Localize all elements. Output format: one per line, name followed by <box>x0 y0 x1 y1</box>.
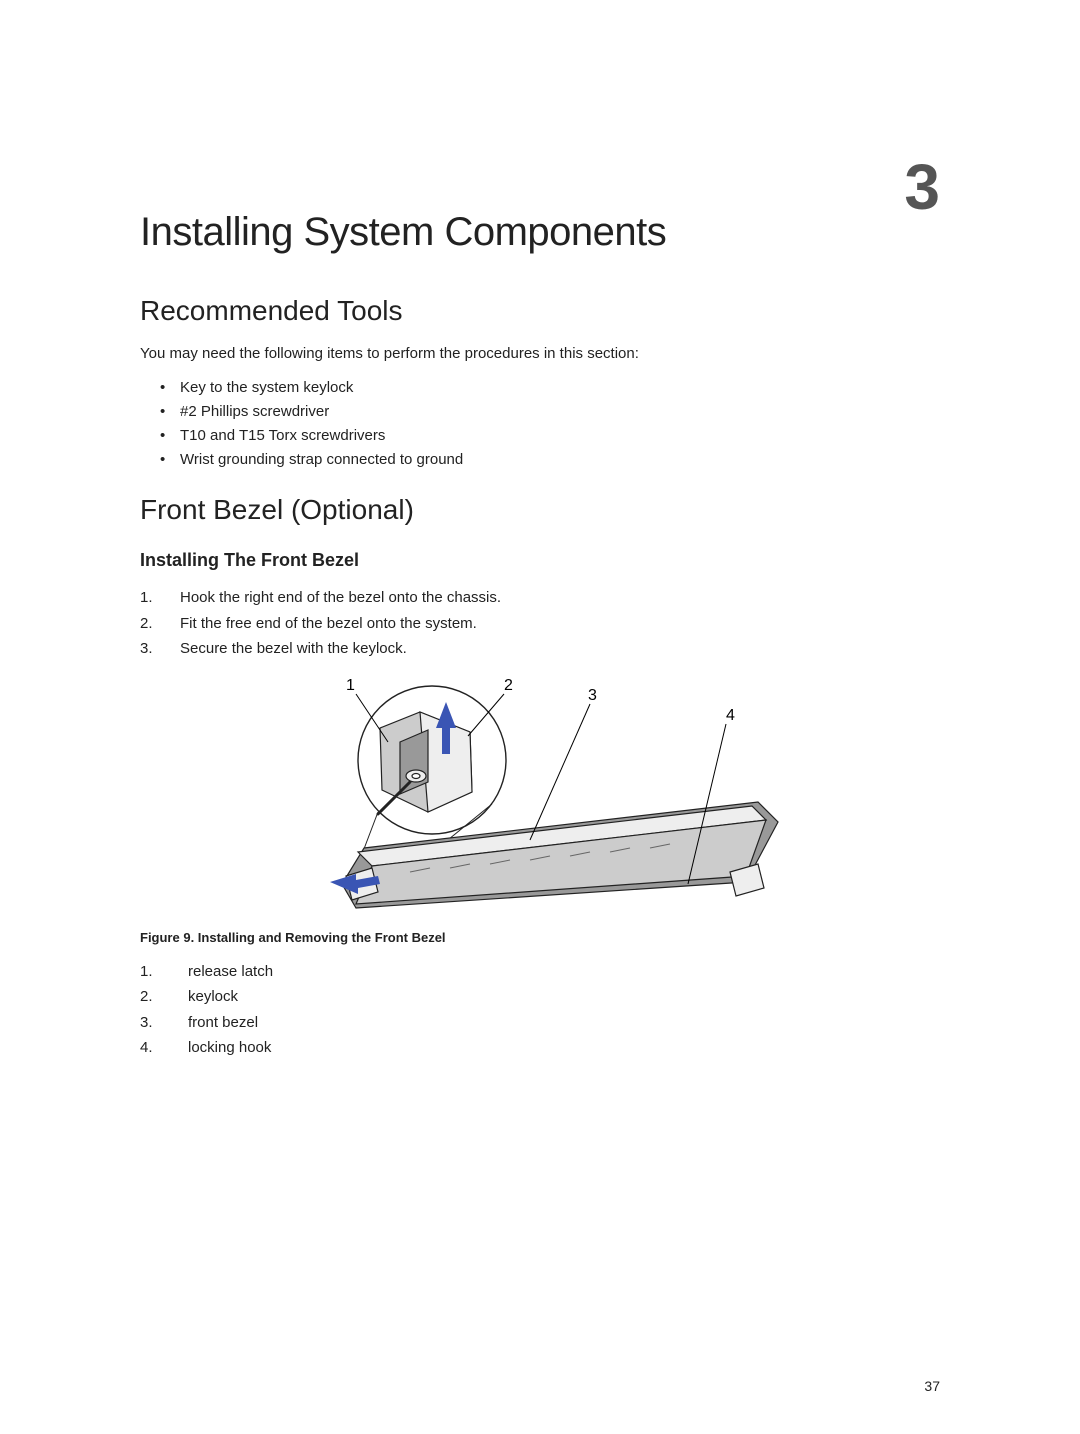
step-text: Secure the bezel with the keylock. <box>180 640 407 657</box>
legend-text: release latch <box>188 963 273 980</box>
legend-item: 1.release latch <box>140 959 940 985</box>
bezel-diagram-icon: 1 2 3 4 <box>260 672 820 922</box>
callout-label: 1 <box>346 677 355 694</box>
legend-text: locking hook <box>188 1039 271 1056</box>
page-number: 37 <box>924 1378 940 1394</box>
intro-paragraph: You may need the following items to perf… <box>140 345 940 362</box>
step-text: Hook the right end of the bezel onto the… <box>180 589 501 606</box>
callout-label: 4 <box>726 707 735 724</box>
legend-item: 3.front bezel <box>140 1010 940 1036</box>
step-text: Fit the free end of the bezel onto the s… <box>180 615 477 632</box>
step-item: 3.Secure the bezel with the keylock. <box>140 636 940 662</box>
list-item: Key to the system keylock <box>160 376 940 400</box>
callout-label: 3 <box>588 687 597 704</box>
chapter-number: 3 <box>904 150 940 224</box>
page-title: Installing System Components <box>140 210 940 255</box>
subsection-heading-install: Installing The Front Bezel <box>140 550 940 571</box>
step-item: 2.Fit the free end of the bezel onto the… <box>140 611 940 637</box>
step-item: 1.Hook the right end of the bezel onto t… <box>140 585 940 611</box>
legend-text: front bezel <box>188 1014 258 1031</box>
legend-item: 4.locking hook <box>140 1035 940 1061</box>
callout-label: 2 <box>504 677 513 694</box>
figure-caption: Figure 9. Installing and Removing the Fr… <box>140 930 940 945</box>
section-heading-tools: Recommended Tools <box>140 295 940 327</box>
list-item: T10 and T15 Torx screwdrivers <box>160 424 940 448</box>
legend-item: 2.keylock <box>140 984 940 1010</box>
document-page: 3 Installing System Components Recommend… <box>0 0 1080 1434</box>
list-item: #2 Phillips screwdriver <box>160 400 940 424</box>
install-steps: 1.Hook the right end of the bezel onto t… <box>140 585 940 662</box>
section-heading-bezel: Front Bezel (Optional) <box>140 494 940 526</box>
legend-text: keylock <box>188 988 238 1005</box>
figure-container: 1 2 3 4 <box>260 672 820 922</box>
tools-list: Key to the system keylock #2 Phillips sc… <box>140 376 940 472</box>
figure-legend: 1.release latch 2.keylock 3.front bezel … <box>140 959 940 1061</box>
list-item: Wrist grounding strap connected to groun… <box>160 448 940 472</box>
